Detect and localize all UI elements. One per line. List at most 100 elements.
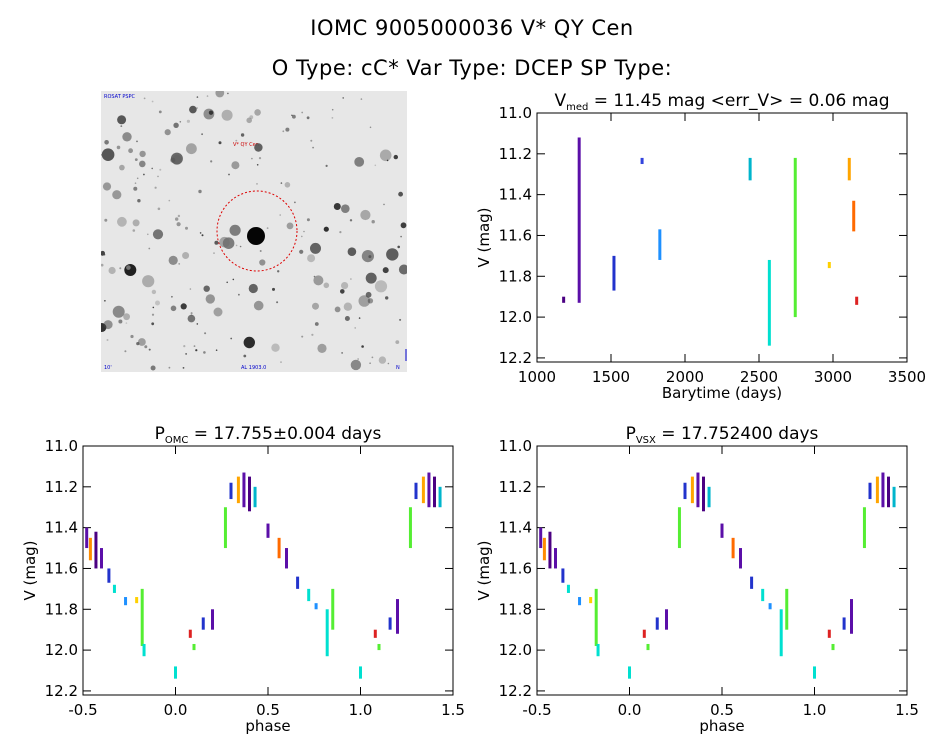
star: [196, 323, 199, 325]
x-tick-label: -0.5: [522, 701, 551, 719]
data-point: [748, 157, 752, 181]
y-tick-label: 11.6: [499, 226, 532, 244]
plot-title: Vmed = 11.45 mag <err_V> = 0.06 mag: [554, 91, 889, 113]
data-point: [192, 643, 196, 651]
data-point: [100, 548, 103, 569]
data-point: [612, 255, 616, 291]
data-point: [548, 531, 552, 569]
target-star: [247, 227, 265, 245]
star: [189, 288, 192, 290]
data-point: [868, 482, 872, 500]
star: [367, 298, 374, 304]
data-point: [94, 531, 98, 569]
data-point: [253, 486, 257, 508]
data-point: [707, 486, 711, 508]
star: [215, 91, 225, 98]
star: [325, 164, 328, 167]
star: [333, 203, 341, 210]
data-point: [578, 597, 582, 606]
star: [177, 214, 181, 218]
star: [151, 289, 157, 295]
star: [306, 116, 310, 120]
star: [282, 130, 285, 133]
star: [312, 146, 314, 149]
star: [254, 109, 261, 116]
star: [341, 204, 350, 213]
data-point: [850, 599, 853, 634]
data-point: [174, 666, 177, 679]
star: [124, 350, 127, 353]
x-tick-label: 1500: [592, 368, 630, 386]
star: [151, 322, 155, 326]
star: [117, 216, 127, 227]
star: [117, 115, 127, 125]
star: [201, 133, 203, 136]
star: [201, 234, 204, 237]
star: [157, 175, 159, 178]
star: [182, 252, 190, 259]
plot-title: PVSX = 17.752400 days: [626, 424, 819, 446]
star: [143, 97, 146, 100]
data-point: [683, 482, 687, 500]
data-point: [842, 617, 846, 630]
star: [371, 356, 374, 359]
data-point: [248, 476, 251, 512]
star: [159, 168, 162, 171]
star: [178, 263, 181, 265]
star: [155, 300, 160, 306]
star: [168, 366, 171, 369]
star: [292, 114, 296, 119]
star: [246, 117, 252, 124]
star: [108, 266, 116, 275]
data-point: [642, 629, 646, 638]
star: [379, 149, 392, 162]
star: [101, 263, 104, 267]
plot-frame: [536, 445, 908, 696]
image-bottom-center-label: AL 1903.0: [241, 365, 266, 371]
star: [243, 336, 255, 349]
data-point: [690, 476, 694, 504]
star: [213, 252, 215, 254]
data-point: [665, 609, 668, 630]
y-tick-label: 11.8: [499, 600, 532, 618]
data-point: [112, 584, 116, 593]
star: [219, 236, 230, 248]
star: [221, 109, 233, 121]
star: [171, 295, 173, 298]
star: [132, 219, 140, 227]
data-point: [658, 229, 662, 260]
star: [386, 248, 399, 261]
data-point: [414, 482, 418, 500]
star: [186, 143, 197, 155]
star: [170, 157, 176, 163]
star: [299, 249, 304, 254]
star: [361, 250, 374, 263]
y-tick-label: 11.8: [499, 267, 532, 285]
star: [112, 305, 125, 318]
star: [357, 358, 359, 360]
data-point: [655, 617, 659, 630]
star: [313, 275, 316, 278]
star: [190, 312, 193, 315]
star: [158, 110, 162, 114]
plot-phase_omc: -0.5 0.0 0.5 1.0 1.5 11.0 11.2 11.4 11.6 11.8 12.0…: [21, 424, 465, 735]
star: [238, 293, 240, 296]
x-tick-label: 0.5: [256, 701, 280, 719]
data-point: [236, 476, 240, 504]
x-tick-label: 1.0: [803, 701, 827, 719]
star: [294, 201, 296, 204]
star: [248, 283, 258, 294]
data-point: [135, 597, 139, 604]
y-tick-label: 12.2: [499, 682, 532, 700]
star: [256, 164, 259, 166]
star: [187, 314, 196, 323]
star: [286, 222, 294, 230]
x-tick-label: 1.0: [349, 701, 373, 719]
star: [266, 227, 269, 230]
star: [313, 275, 324, 286]
star: [341, 352, 343, 354]
data-point: [314, 603, 318, 610]
data-point: [793, 157, 797, 318]
star: [393, 154, 398, 160]
